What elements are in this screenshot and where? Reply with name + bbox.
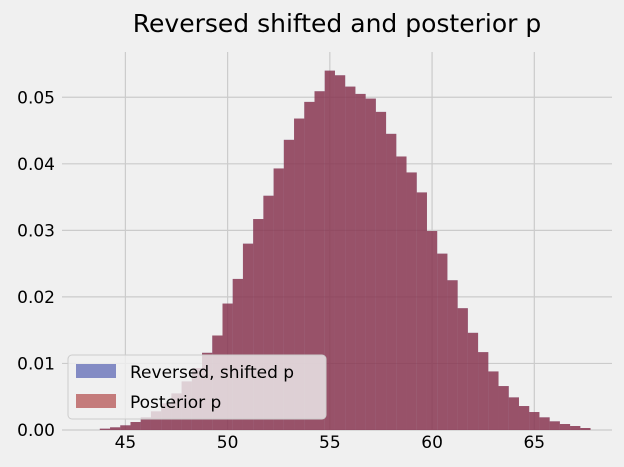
- series-posterior-p: [99, 70, 591, 431]
- legend-swatch-reversed-shifted-p: [76, 364, 116, 378]
- bar-posterior-p: [580, 428, 591, 430]
- bar-posterior-p: [447, 280, 458, 430]
- bar-posterior-p: [488, 371, 499, 430]
- bar-posterior-p: [406, 172, 417, 430]
- x-tick-label: 50: [217, 433, 239, 453]
- legend: Reversed, shifted p Posterior p: [67, 354, 327, 420]
- bar-posterior-p: [150, 411, 162, 430]
- bar-posterior-p: [416, 192, 427, 430]
- bar-posterior-p: [273, 168, 284, 430]
- x-tick-label: 55: [319, 433, 341, 453]
- bar-posterior-p: [334, 75, 346, 431]
- bar-posterior-p: [426, 231, 438, 430]
- y-tick-label: 0.01: [17, 354, 55, 374]
- bar-posterior-p: [508, 397, 519, 430]
- bar-posterior-p: [294, 118, 305, 431]
- chart-title: Reversed shifted and posterior p: [133, 9, 541, 38]
- bar-posterior-p: [386, 133, 397, 430]
- bar-posterior-p: [324, 70, 335, 431]
- legend-label-posterior-p: Posterior p: [130, 393, 221, 413]
- bar-posterior-p: [242, 243, 254, 430]
- bar-posterior-p: [110, 427, 121, 430]
- bar-posterior-p: [518, 406, 530, 430]
- y-tick-label: 0.00: [17, 421, 55, 441]
- legend-label-reversed-shifted-p: Reversed, shifted p: [130, 363, 294, 383]
- bar-posterior-p: [467, 332, 479, 430]
- bar-posterior-p: [529, 412, 540, 430]
- bar-posterior-p: [263, 195, 274, 430]
- bar-posterior-p: [559, 424, 571, 430]
- bar-posterior-p: [365, 98, 376, 431]
- bar-posterior-p: [437, 253, 448, 430]
- bar-posterior-p: [478, 352, 489, 430]
- bar-posterior-p: [457, 308, 468, 430]
- bar-posterior-p: [232, 278, 243, 430]
- y-tick-label: 0.04: [17, 155, 55, 175]
- bar-posterior-p: [120, 425, 131, 430]
- legend-box: [67, 354, 327, 420]
- bar-posterior-p: [253, 219, 264, 430]
- bar-posterior-p: [375, 111, 387, 431]
- bar-posterior-p: [283, 139, 295, 430]
- legend-swatch-posterior-p: [76, 394, 116, 408]
- bar-posterior-p: [345, 86, 356, 430]
- bar-posterior-p: [314, 91, 325, 430]
- bar-posterior-p: [498, 386, 509, 430]
- tick-labels: 45 50 55 60 65 0.00 0.01 0.02 0.03 0.04 0.05: [17, 88, 545, 453]
- bar-posterior-p: [570, 426, 581, 430]
- bar-posterior-p: [396, 156, 407, 430]
- bar-posterior-p: [539, 417, 550, 430]
- x-tick-label: 45: [115, 433, 137, 453]
- y-tick-label: 0.05: [17, 88, 55, 108]
- bar-posterior-p: [130, 422, 141, 430]
- y-tick-label: 0.02: [17, 288, 55, 308]
- x-tick-label: 60: [421, 433, 443, 453]
- bar-posterior-p: [140, 417, 151, 430]
- y-tick-label: 0.03: [17, 221, 55, 241]
- bar-posterior-p: [355, 93, 366, 430]
- bar-posterior-p: [549, 421, 560, 430]
- bar-posterior-p: [304, 101, 315, 430]
- bar-posterior-p: [99, 428, 111, 430]
- x-tick-label: 65: [523, 433, 545, 453]
